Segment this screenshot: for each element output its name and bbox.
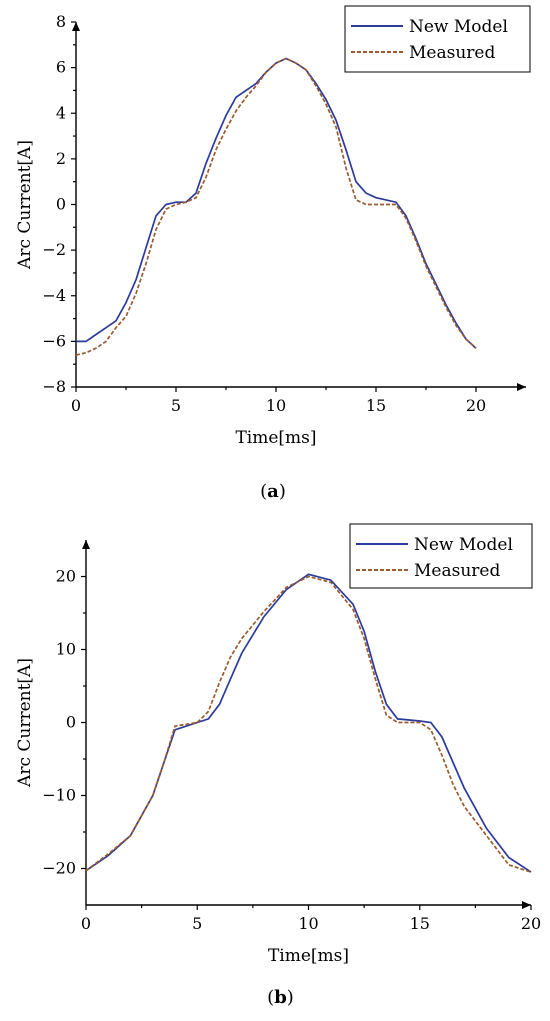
- legend-label: Measured: [409, 43, 495, 63]
- series-line-measured: [75, 57, 477, 356]
- y-axis-title: Arc Current[A]: [15, 140, 35, 270]
- y-tick-label: 10: [56, 640, 76, 659]
- x-tick-label: 5: [171, 396, 181, 415]
- legend-box: [344, 5, 531, 73]
- series-line-new-model: [76, 57, 477, 349]
- y-tick-label: −2: [42, 240, 66, 259]
- y-tick-label: 8: [56, 12, 66, 31]
- x-tick-label: 15: [410, 914, 430, 933]
- x-tick-label: 20: [521, 914, 541, 933]
- y-axis-title: Arc Current[A]: [15, 658, 35, 788]
- legend-box: [349, 523, 533, 589]
- x-axis-arrow: [517, 383, 526, 391]
- y-tick-label: 0: [56, 195, 66, 214]
- x-axis-title: Time[ms]: [235, 428, 316, 448]
- figure-caption: (a): [260, 481, 286, 502]
- x-tick-label: 15: [366, 396, 386, 415]
- y-tick-label: −20: [42, 859, 76, 878]
- x-axis-arrow: [522, 901, 531, 909]
- x-tick-label: 5: [192, 914, 202, 933]
- chart-a: 0 5 10 15 20 −8 −6 −4 −2 0 2 4 6 8 Time[ms] Arc Current…: [15, 5, 531, 502]
- y-tick-label: 20: [56, 567, 76, 586]
- x-axis-title: Time[ms]: [268, 946, 349, 966]
- y-tick-label: 2: [56, 149, 66, 168]
- series-line-measured: [85, 575, 532, 873]
- x-tick-label: 10: [266, 396, 286, 415]
- y-tick-label: −6: [42, 331, 66, 350]
- legend: New Model Measured: [344, 5, 531, 73]
- figure-caption: (b): [267, 987, 294, 1008]
- y-tick-label: 0: [66, 713, 76, 732]
- x-tick-label: 10: [298, 914, 318, 933]
- legend-label: New Model: [409, 17, 508, 37]
- x-tick-label: 0: [71, 396, 81, 415]
- series-line-new-model: [85, 573, 532, 873]
- legend: New Model Measured: [349, 523, 533, 589]
- y-tick-label: −4: [42, 286, 66, 305]
- y-tick-label: 4: [56, 103, 66, 122]
- y-axis-arrow: [82, 540, 90, 549]
- y-tick-label: 6: [56, 58, 66, 77]
- x-tick-label: 0: [81, 914, 91, 933]
- chart-b: 0 5 10 15 20 −20 −10 0 10 20 Time[ms] Arc Current[A…: [15, 523, 541, 1008]
- y-axis-arrow: [72, 22, 80, 31]
- legend-label: New Model: [414, 535, 513, 555]
- y-tick-label: −8: [42, 377, 66, 396]
- x-tick-label: 20: [466, 396, 486, 415]
- legend-label: Measured: [414, 561, 500, 581]
- y-tick-label: −10: [42, 786, 76, 805]
